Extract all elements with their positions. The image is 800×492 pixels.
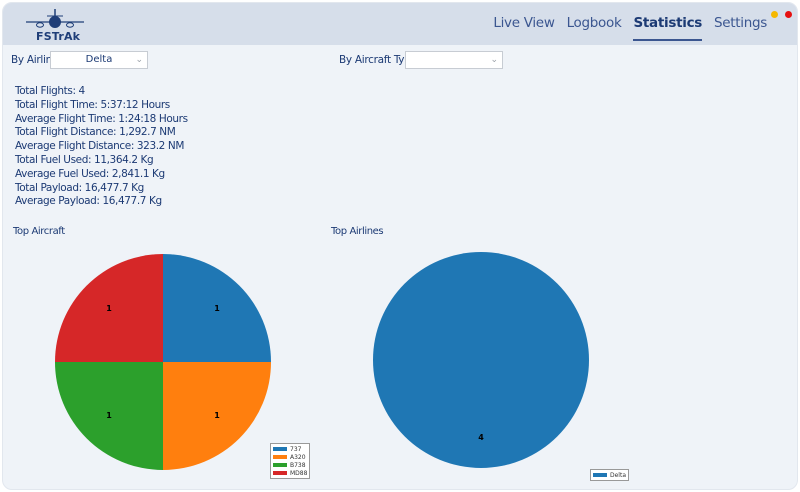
stat-average-flight-time: Average Flight Time: 1:24:18 Hours [15, 112, 188, 125]
main-nav: Live View Logbook Statistics Settings [493, 15, 767, 41]
stat-average-flight-distance: Average Flight Distance: 323.2 NM [15, 140, 185, 153]
pie-label: 4 [478, 433, 484, 442]
top-airlines-pie-chart: 4 [373, 252, 589, 468]
pie-label: 1 [214, 304, 220, 313]
stat-total-fuel-used: Total Fuel Used: 11,364.2 Kg [15, 153, 154, 166]
stat-total-flight-distance: Total Flight Distance: 1,292.7 NM [15, 126, 176, 139]
legend-label: 737 [290, 445, 302, 453]
stat-average-payload: Average Payload: 16,477.7 Kg [15, 195, 162, 208]
statistics-summary: Total Flights: 4 Total Flight Time: 5:37… [15, 85, 188, 209]
legend-label: A320 [290, 453, 306, 461]
aircraft-type-filter-label: By Aircraft Type [339, 54, 417, 66]
nav-live-view[interactable]: Live View [493, 15, 555, 31]
legend-label: MD88 [290, 469, 308, 477]
legend-swatch [273, 447, 287, 451]
pie-label: 1 [214, 411, 220, 420]
stat-average-fuel-used: Average Fuel Used: 2,841.1 Kg [15, 167, 165, 180]
chevron-down-icon: ⌄ [490, 55, 498, 65]
legend-item: Delta [593, 471, 626, 479]
pie-label: 1 [106, 304, 112, 313]
legend-item: MD88 [273, 469, 307, 477]
legend-item: B738 [273, 461, 307, 469]
minimize-button[interactable] [771, 11, 778, 18]
airline-select[interactable]: Delta ⌄ [50, 51, 148, 69]
top-aircraft-legend: 737 A320 B738 MD88 [270, 443, 311, 479]
airline-select-value: Delta [85, 54, 113, 65]
nav-logbook[interactable]: Logbook [566, 15, 622, 31]
legend-swatch [273, 463, 287, 467]
aircraft-type-select[interactable]: ⌄ [405, 51, 503, 69]
pie-slice-md88 [55, 254, 163, 362]
legend-label: Delta [610, 471, 627, 479]
nav-settings[interactable]: Settings [714, 15, 767, 31]
top-aircraft-pie-chart: 1 1 1 1 [55, 254, 271, 470]
legend-swatch [273, 471, 287, 475]
stat-total-flights: Total Flights: 4 [15, 85, 85, 97]
pie-slice-a320 [163, 362, 271, 470]
pie-label: 1 [106, 411, 112, 420]
airplane-icon [26, 9, 84, 28]
top-airlines-title: Top Airlines [331, 226, 384, 237]
stat-total-payload: Total Payload: 16,477.7 Kg [15, 181, 144, 194]
pie-slice-b738 [55, 362, 163, 470]
legend-swatch [273, 455, 287, 459]
legend-swatch [593, 473, 607, 477]
top-airlines-legend: Delta [590, 469, 630, 481]
nav-statistics[interactable]: Statistics [633, 15, 702, 41]
chevron-down-icon: ⌄ [135, 55, 143, 65]
legend-item: 737 [273, 445, 307, 453]
close-button[interactable] [785, 11, 792, 18]
pie-slice-delta [373, 252, 589, 468]
stat-total-flight-time: Total Flight Time: 5:37:12 Hours [15, 98, 170, 111]
header: FSTrAk Live View Logbook Statistics Sett… [3, 3, 797, 45]
legend-label: B738 [290, 461, 306, 469]
airline-filter-label: By Airline [11, 54, 59, 66]
app-logo-text: FSTrAk [36, 30, 81, 43]
legend-item: A320 [273, 453, 307, 461]
top-aircraft-title: Top Aircraft [13, 226, 65, 237]
pie-slice-737 [163, 254, 271, 362]
